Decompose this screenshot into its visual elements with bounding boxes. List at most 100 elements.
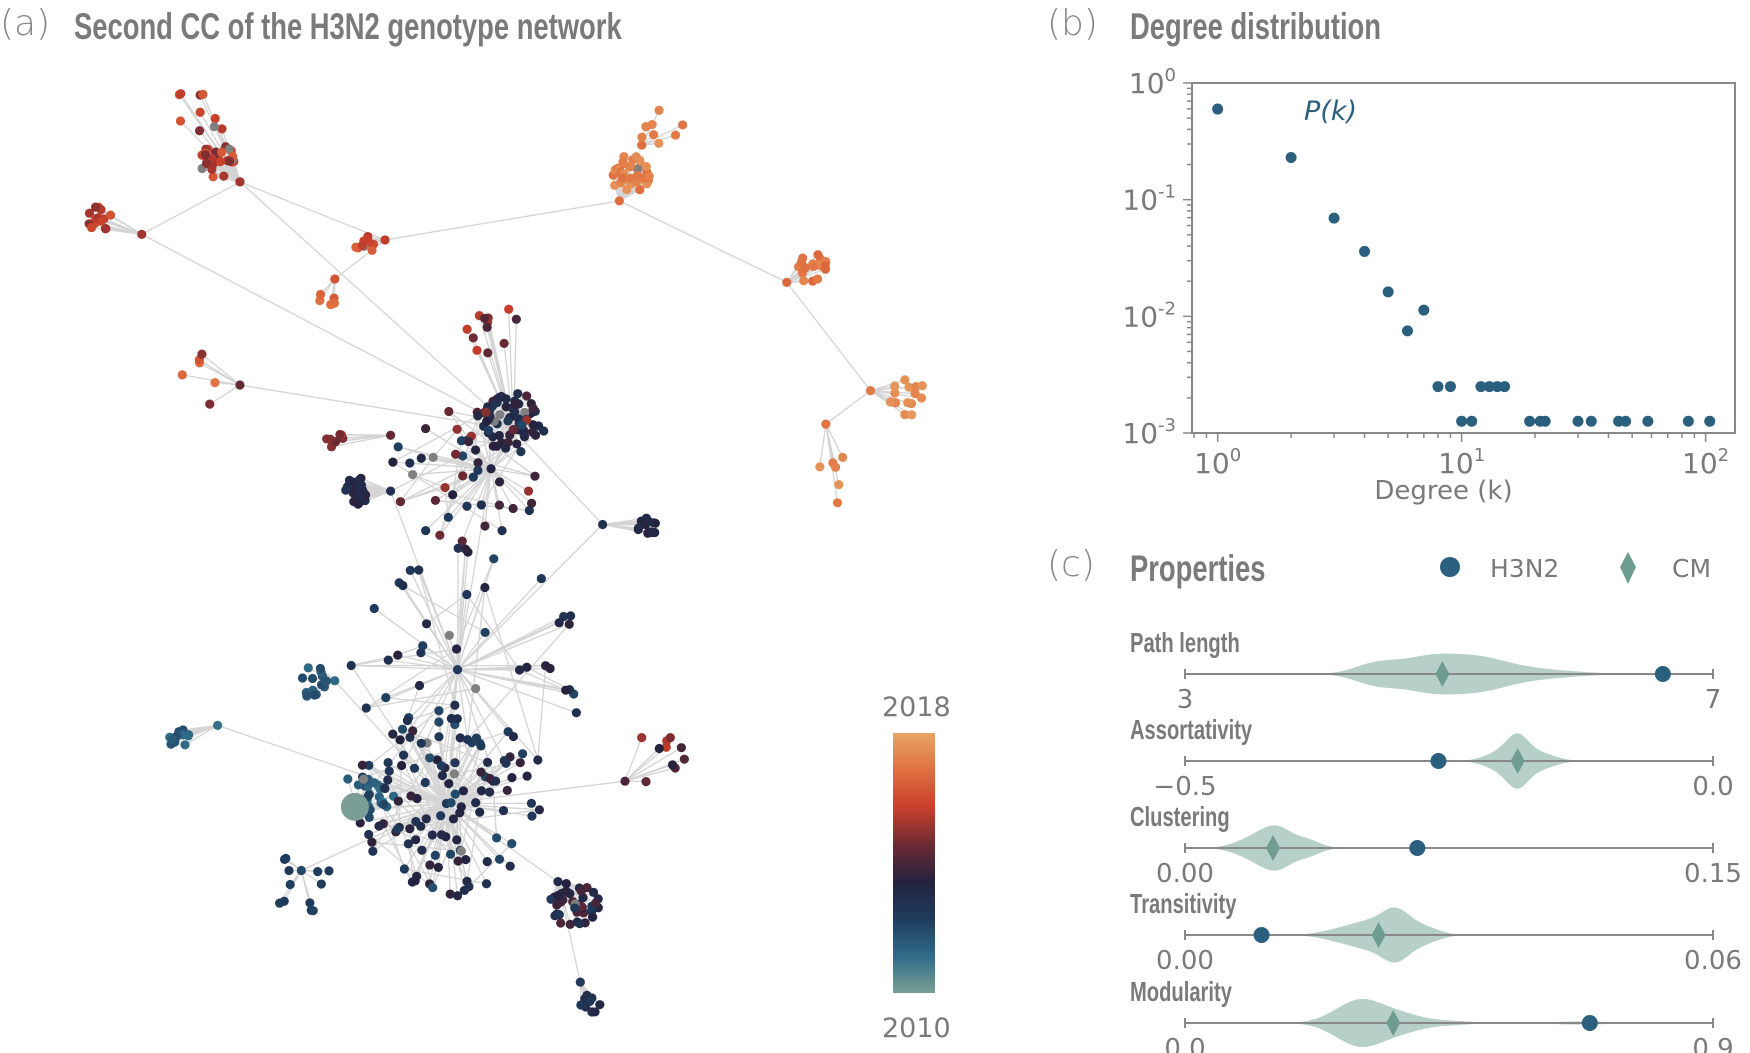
property-row-label: Path length xyxy=(1130,627,1240,658)
network-node xyxy=(209,122,219,132)
network-edge xyxy=(350,665,401,741)
x-tick-label: 100 xyxy=(1194,445,1241,480)
network-node xyxy=(284,865,294,876)
network-node xyxy=(575,977,585,987)
network-node xyxy=(380,235,390,245)
network-edge xyxy=(392,415,479,463)
network-node xyxy=(494,477,505,487)
network-node xyxy=(546,894,556,904)
network-node xyxy=(167,735,177,745)
network-node xyxy=(527,811,537,821)
h3n2-marker xyxy=(1654,666,1671,682)
network-node xyxy=(428,452,438,462)
network-edge xyxy=(870,389,908,404)
network-node xyxy=(588,912,598,922)
network-node xyxy=(570,903,580,913)
network-node xyxy=(345,477,355,488)
network-node xyxy=(458,471,468,481)
network-node xyxy=(522,771,532,781)
network-node xyxy=(398,750,409,760)
network-node xyxy=(411,835,421,845)
network-edge xyxy=(101,220,142,235)
network-node xyxy=(329,298,340,308)
network-node xyxy=(402,715,412,726)
network-node xyxy=(504,304,514,314)
network-edge xyxy=(490,468,533,504)
network-edge xyxy=(411,743,481,883)
network-edge xyxy=(395,783,450,833)
network-node xyxy=(559,611,569,622)
network-node xyxy=(217,147,227,157)
network-edge xyxy=(397,446,479,471)
network-node xyxy=(355,818,365,828)
network-edge xyxy=(484,318,514,430)
network-node xyxy=(834,480,844,490)
degree-point xyxy=(1642,415,1654,427)
h3n2-marker xyxy=(1253,927,1270,943)
network-node xyxy=(361,703,371,713)
network-edge xyxy=(371,841,462,852)
network-node xyxy=(235,380,245,390)
network-node xyxy=(917,381,927,391)
network-node xyxy=(392,824,402,834)
network-node xyxy=(452,665,463,675)
network-node xyxy=(654,138,664,148)
network-node xyxy=(476,786,487,796)
network-node xyxy=(512,439,522,449)
network-node xyxy=(461,855,471,865)
degree-point xyxy=(1328,212,1340,224)
network-edge xyxy=(400,447,506,503)
network-node xyxy=(503,416,513,426)
network-node xyxy=(515,758,525,768)
network-node xyxy=(508,731,519,742)
year-colorbar xyxy=(893,733,935,993)
network-edge xyxy=(457,667,551,671)
network-node xyxy=(820,264,831,274)
network-edge xyxy=(388,770,447,805)
h3n2-marker xyxy=(1430,753,1447,769)
network-node xyxy=(536,573,546,584)
network-node xyxy=(455,733,465,743)
network-node xyxy=(403,839,413,849)
network-edge xyxy=(444,468,492,489)
axis-max-label: 0.15 xyxy=(1684,859,1742,889)
network-node xyxy=(507,772,517,783)
network-node xyxy=(476,741,486,751)
network-node xyxy=(444,630,454,640)
legend-cm-marker xyxy=(1620,552,1636,584)
network-node xyxy=(530,430,541,440)
network-node xyxy=(576,886,586,896)
network-node xyxy=(449,769,459,779)
network-node xyxy=(90,202,101,212)
network-edge xyxy=(201,353,241,386)
network-node xyxy=(341,485,351,495)
axis-min-label: 0.0 xyxy=(1164,1034,1205,1053)
network-edge xyxy=(452,440,463,495)
network-node xyxy=(444,779,454,789)
network-node xyxy=(309,690,320,700)
network-node xyxy=(383,655,393,665)
panel-c-label: (c) xyxy=(1047,544,1095,585)
network-node xyxy=(813,250,823,260)
network-node xyxy=(809,261,819,271)
network-node xyxy=(367,245,377,255)
network-node xyxy=(620,776,630,786)
network-edge xyxy=(624,764,673,782)
network-node xyxy=(455,808,465,818)
network-node xyxy=(445,889,455,899)
network-edge xyxy=(239,181,514,431)
network-node xyxy=(633,164,643,174)
network-edge xyxy=(490,468,514,509)
network-node xyxy=(462,324,472,334)
network-edge xyxy=(362,764,447,805)
network-node xyxy=(416,453,426,463)
network-node xyxy=(393,796,403,806)
network-edge xyxy=(456,468,492,670)
degree-point xyxy=(1475,381,1487,393)
degree-point xyxy=(1483,381,1495,393)
network-node xyxy=(440,482,450,493)
network-edge xyxy=(456,669,469,740)
network-node xyxy=(208,172,218,182)
network-edge xyxy=(459,737,482,773)
network-node xyxy=(448,814,459,824)
